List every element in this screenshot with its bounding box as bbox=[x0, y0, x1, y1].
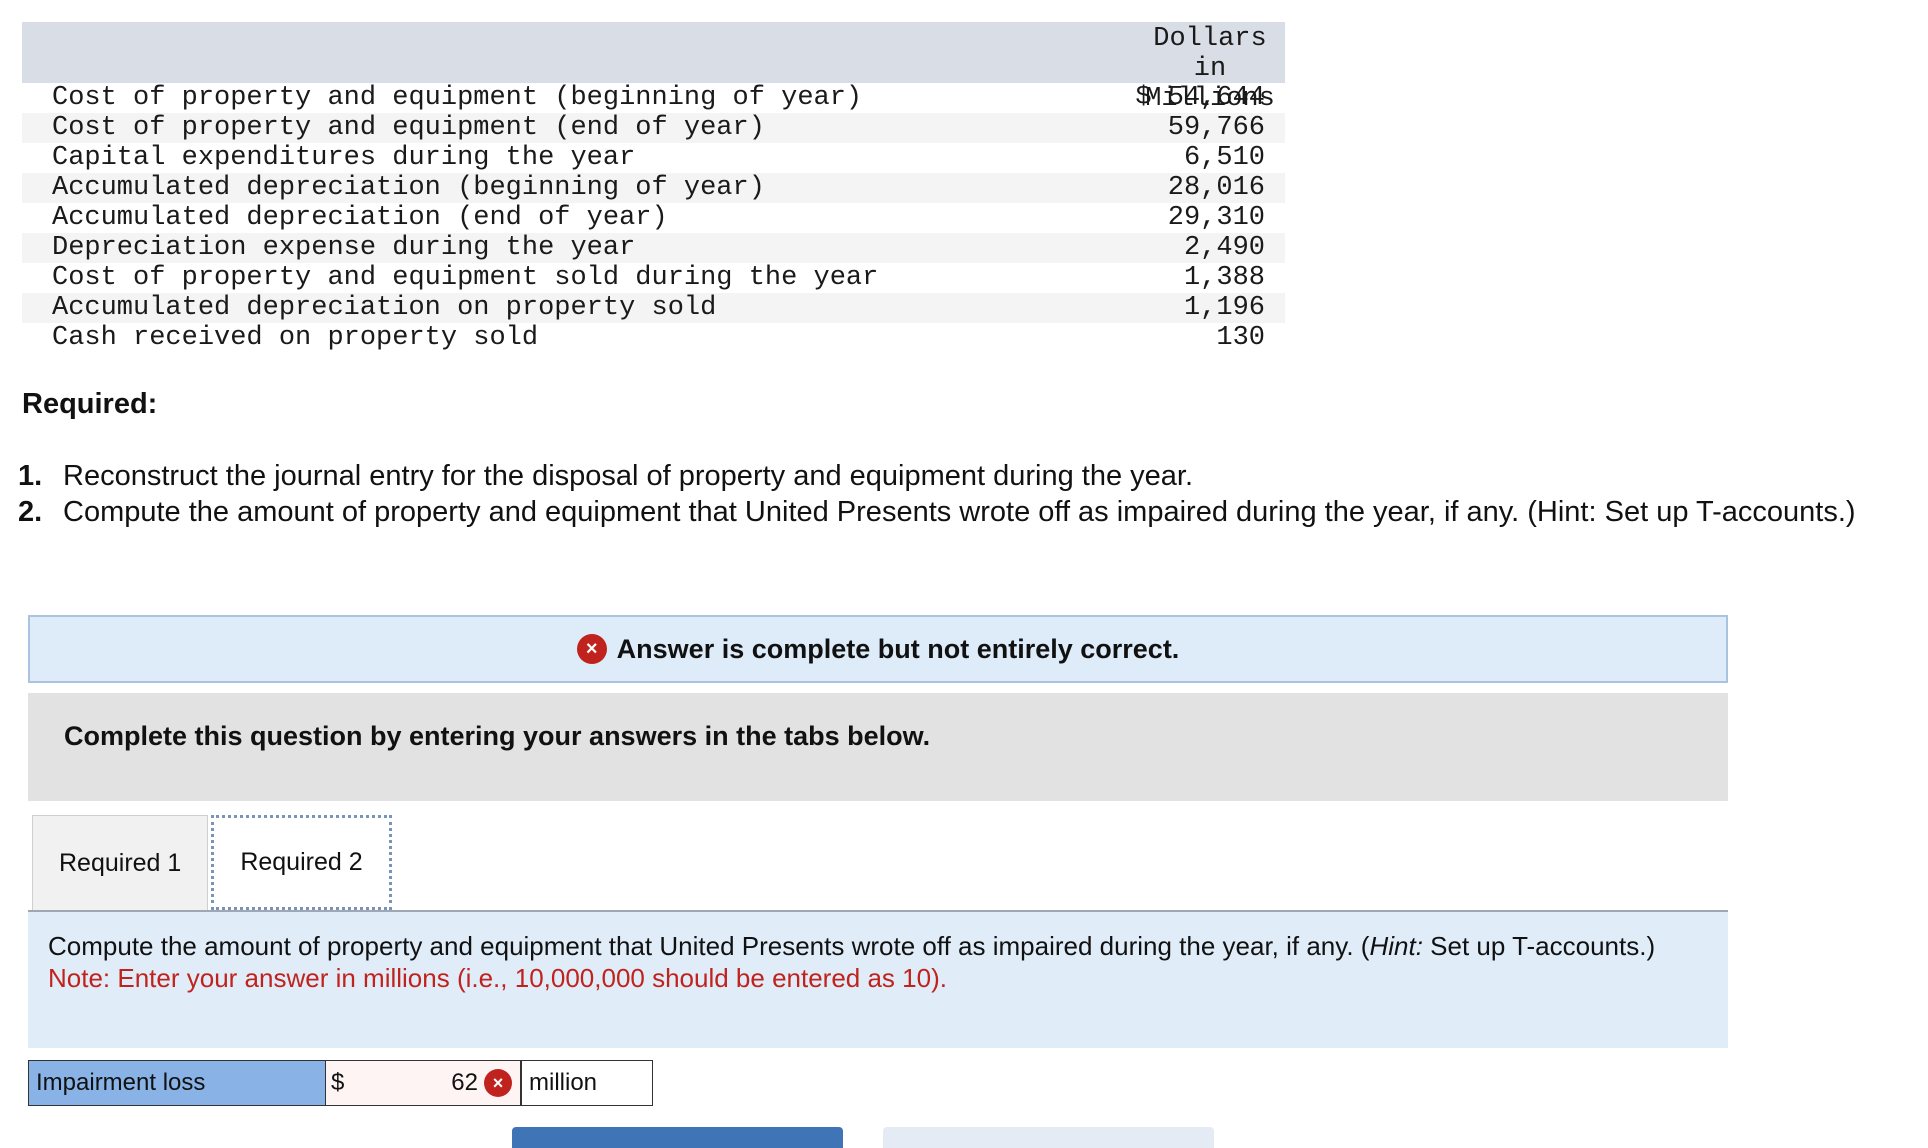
table-row: Cost of property and equipment sold duri… bbox=[22, 263, 1285, 293]
answer-row: Impairment loss $ 62 × million bbox=[28, 1060, 653, 1106]
row-label: Accumulated depreciation (end of year) bbox=[52, 203, 668, 233]
row-value: $ 54,644 bbox=[1135, 83, 1265, 113]
instruction-text: Compute the amount of property and equip… bbox=[63, 496, 1856, 528]
instruction-number: 2. bbox=[18, 496, 43, 528]
instruction-number: 1. bbox=[18, 460, 43, 492]
data-table: Dollars in Millions Cost of property and… bbox=[22, 22, 1285, 353]
table-header: Dollars in Millions bbox=[22, 22, 1285, 114]
row-label: Cost of property and equipment sold duri… bbox=[52, 263, 879, 293]
row-label: Cost of property and equipment (beginnin… bbox=[52, 83, 863, 113]
next-button[interactable] bbox=[883, 1127, 1214, 1148]
question-prefix: Compute the amount of property and equip… bbox=[48, 931, 1370, 961]
question-text: Compute the amount of property and equip… bbox=[48, 930, 1708, 962]
table-row: Accumulated depreciation on property sol… bbox=[22, 293, 1285, 323]
tab-bar: Required 1 Required 2 bbox=[32, 815, 392, 912]
row-value: 2,490 bbox=[1183, 233, 1265, 263]
error-icon: × bbox=[576, 634, 607, 664]
note-text: Note: Enter your answer in millions (i.e… bbox=[48, 963, 947, 993]
row-value: 130 bbox=[1216, 323, 1265, 353]
previous-button[interactable] bbox=[512, 1127, 843, 1148]
answer-label: Impairment loss bbox=[28, 1060, 326, 1106]
tab-required-2[interactable]: Required 2 bbox=[211, 815, 392, 910]
instruction-item: 1. Reconstruct the journal entry for the… bbox=[18, 458, 1908, 494]
answer-value[interactable]: 62 bbox=[451, 1069, 478, 1096]
answer-unit: million bbox=[521, 1060, 653, 1106]
row-label: Capital expenditures during the year bbox=[52, 143, 636, 173]
feedback-text: Answer is complete but not entirely corr… bbox=[616, 633, 1180, 664]
row-value: 59,766 bbox=[1167, 113, 1265, 143]
instruction-panel: Complete this question by entering your … bbox=[28, 693, 1728, 801]
row-value: 6,510 bbox=[1183, 143, 1265, 173]
table-row: Cost of property and equipment (end of y… bbox=[22, 113, 1285, 143]
currency-symbol: $ bbox=[331, 1069, 345, 1096]
table-row: Accumulated depreciation (beginning of y… bbox=[22, 173, 1285, 203]
question-suffix: Set up T-accounts.) bbox=[1422, 931, 1656, 961]
row-label: Cash received on property sold bbox=[52, 323, 539, 353]
required-heading: Required: bbox=[22, 388, 158, 420]
table-row: Capital expenditures during the year 6,5… bbox=[22, 143, 1285, 173]
question-panel: Compute the amount of property and equip… bbox=[28, 910, 1728, 1048]
instruction-list: 1. Reconstruct the journal entry for the… bbox=[18, 458, 1908, 530]
instruction-item: 2. Compute the amount of property and eq… bbox=[18, 494, 1908, 530]
hint-label: Hint: bbox=[1369, 931, 1423, 961]
table-row: Accumulated depreciation (end of year) 2… bbox=[22, 203, 1285, 233]
row-value: 29,310 bbox=[1167, 203, 1265, 233]
header-spacer bbox=[22, 22, 1135, 83]
tab-required-1[interactable]: Required 1 bbox=[32, 815, 209, 910]
impairment-loss-input[interactable]: $ 62 × bbox=[326, 1060, 521, 1106]
row-value: 28,016 bbox=[1167, 173, 1265, 203]
incorrect-icon: × bbox=[484, 1069, 512, 1097]
row-label: Depreciation expense during the year bbox=[52, 233, 636, 263]
row-label: Accumulated depreciation on property sol… bbox=[52, 293, 717, 323]
column-header-dollars: Dollars in Millions bbox=[1145, 24, 1275, 114]
row-value: 1,196 bbox=[1183, 293, 1265, 323]
table-row: Cost of property and equipment (beginnin… bbox=[22, 83, 1285, 113]
row-label: Cost of property and equipment (end of y… bbox=[52, 113, 765, 143]
table-row: Depreciation expense during the year 2,4… bbox=[22, 233, 1285, 263]
table-row: Cash received on property sold 130 bbox=[22, 323, 1285, 353]
row-label: Accumulated depreciation (beginning of y… bbox=[52, 173, 765, 203]
feedback-banner: × Answer is complete but not entirely co… bbox=[28, 615, 1728, 683]
row-value: 1,388 bbox=[1183, 263, 1265, 293]
instruction-text: Reconstruct the journal entry for the di… bbox=[63, 460, 1194, 492]
